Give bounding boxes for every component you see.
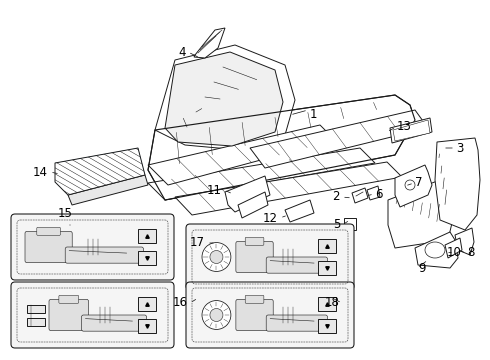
Polygon shape [148,95,415,200]
FancyBboxPatch shape [59,295,78,303]
Text: 9: 9 [418,261,425,274]
FancyBboxPatch shape [27,318,45,326]
FancyBboxPatch shape [138,229,156,243]
FancyBboxPatch shape [266,315,327,331]
Polygon shape [148,125,335,185]
Circle shape [202,301,231,329]
Text: 15: 15 [58,207,73,220]
Polygon shape [250,110,428,168]
Text: 17: 17 [190,237,205,249]
FancyBboxPatch shape [25,231,72,263]
FancyBboxPatch shape [318,261,336,275]
Text: 7: 7 [415,176,422,189]
Circle shape [210,309,223,321]
Text: 11: 11 [207,184,222,197]
Text: 1: 1 [310,108,318,121]
Polygon shape [435,138,480,230]
Text: 13: 13 [397,121,412,134]
Polygon shape [445,238,462,258]
Polygon shape [165,52,283,146]
FancyBboxPatch shape [318,319,336,333]
Polygon shape [388,178,455,248]
Polygon shape [55,148,145,195]
FancyBboxPatch shape [49,299,89,331]
Ellipse shape [425,242,445,258]
FancyBboxPatch shape [11,282,174,348]
FancyBboxPatch shape [81,315,147,331]
Polygon shape [194,28,225,58]
Text: 12: 12 [263,211,278,225]
FancyBboxPatch shape [27,305,45,313]
Polygon shape [395,165,432,207]
FancyBboxPatch shape [318,239,336,253]
FancyBboxPatch shape [138,297,156,311]
Polygon shape [148,148,375,200]
FancyBboxPatch shape [245,237,264,245]
FancyBboxPatch shape [318,297,336,311]
Text: 6: 6 [375,188,383,201]
Polygon shape [415,232,458,268]
Text: 2: 2 [333,190,340,203]
Polygon shape [225,176,270,212]
Polygon shape [68,175,148,205]
Polygon shape [155,45,295,150]
Text: 8: 8 [467,247,474,260]
FancyBboxPatch shape [245,295,264,303]
Polygon shape [352,188,368,203]
Polygon shape [390,118,432,143]
Circle shape [405,180,415,190]
FancyBboxPatch shape [11,214,174,280]
FancyBboxPatch shape [236,299,273,331]
Polygon shape [238,192,268,218]
Text: 16: 16 [173,297,188,310]
FancyBboxPatch shape [138,319,156,333]
Text: 5: 5 [333,219,340,231]
Polygon shape [285,200,314,222]
Circle shape [210,251,223,264]
Text: 14: 14 [33,166,48,179]
Text: 4: 4 [178,45,186,58]
FancyBboxPatch shape [236,241,273,273]
FancyBboxPatch shape [138,251,156,265]
Polygon shape [367,186,380,200]
Text: 18: 18 [325,297,340,310]
Circle shape [202,243,231,271]
FancyBboxPatch shape [186,224,354,290]
FancyBboxPatch shape [186,282,354,348]
Text: 3: 3 [456,141,464,154]
FancyBboxPatch shape [37,227,60,235]
Polygon shape [393,120,430,141]
Polygon shape [55,148,145,195]
Polygon shape [175,162,402,215]
FancyBboxPatch shape [65,247,144,263]
FancyBboxPatch shape [344,218,356,230]
Text: 10: 10 [447,247,462,260]
Polygon shape [455,228,474,255]
FancyBboxPatch shape [266,257,327,273]
